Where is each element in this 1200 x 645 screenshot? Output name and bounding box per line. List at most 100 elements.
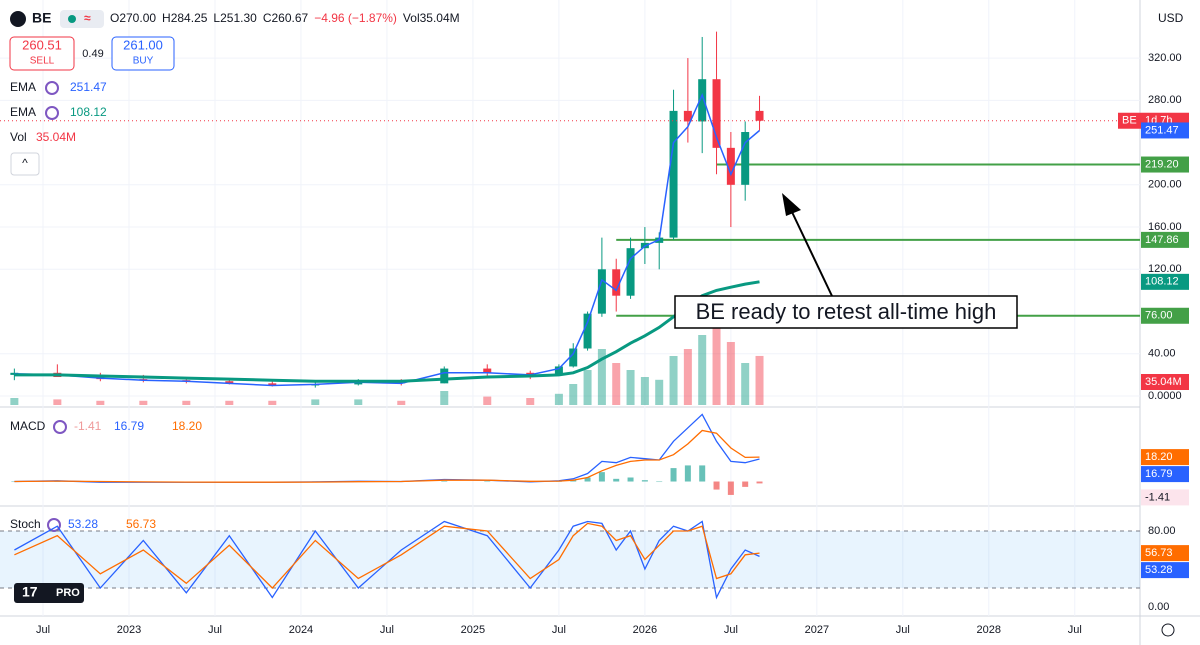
macd-histogram: [484, 481, 491, 483]
volume-bar: [10, 398, 19, 405]
candle-body: [526, 372, 535, 375]
macd-histogram: [699, 465, 706, 482]
x-tick-label: Jul: [1068, 624, 1082, 636]
level-tag-bg: [1141, 231, 1189, 248]
x-tick-label: Jul: [724, 624, 738, 636]
quote-item: −4.96 (−1.87%): [314, 11, 397, 25]
sell-price[interactable]: 260.51: [22, 37, 62, 52]
volume-bar: [311, 399, 320, 405]
symbol-icon: [10, 11, 26, 27]
volume-bar: [397, 400, 406, 405]
y-tick-label: 80.00: [1148, 525, 1176, 537]
ema-line: [14, 92, 760, 387]
symbol: BE: [32, 10, 51, 26]
annotation: BE ready to retest all-time high: [696, 299, 997, 324]
logo-text: PRO: [56, 587, 80, 599]
candle-body: [698, 79, 707, 122]
macd-histogram: [742, 481, 749, 487]
volume-bar: [741, 363, 750, 405]
macd-histogram: [670, 468, 677, 482]
stoch-line: [14, 522, 760, 589]
y-tick-label: 280.00: [1148, 94, 1182, 106]
candle-body: [712, 79, 721, 148]
volume-bar: [640, 377, 649, 405]
candle-body: [569, 348, 578, 367]
x-tick-label: Jul: [896, 624, 910, 636]
indicator-name: Stoch: [10, 517, 41, 531]
buy-label[interactable]: BUY: [133, 56, 154, 67]
status-icon: ≈: [84, 11, 91, 25]
macd-tag-bg: [1141, 449, 1189, 466]
last-tag-bg: [1118, 112, 1141, 129]
level-tag-bg: [1141, 156, 1189, 173]
legend-icon: [45, 81, 59, 95]
candle-body: [626, 248, 635, 296]
y-tick-label: 0.0000: [1148, 390, 1182, 402]
volume-bar: [268, 400, 277, 405]
candle-body: [440, 368, 449, 384]
volume-tag: 35.04M: [1145, 376, 1182, 388]
settings-icon[interactable]: [1161, 623, 1175, 637]
legend-value: 251.47: [70, 80, 107, 94]
collapse-button[interactable]: [10, 152, 40, 176]
candle-body: [10, 372, 19, 375]
legend-value: 53.28: [68, 517, 98, 531]
candle-body: [554, 366, 563, 375]
volume-tag-bg: [1141, 374, 1189, 390]
candle-body: [741, 132, 750, 185]
volume-bar: [440, 391, 449, 405]
status-badge: [60, 10, 104, 28]
macd-histogram: [627, 477, 634, 482]
candle-body: [225, 381, 234, 384]
x-tick-label: 2028: [977, 624, 1001, 636]
volume-bar: [597, 349, 606, 405]
volume-bar: [712, 321, 721, 405]
stoch-tag: 56.73: [1145, 547, 1173, 559]
buy-price[interactable]: 261.00: [123, 37, 163, 52]
volume-bar: [182, 400, 191, 405]
x-tick-label: Jul: [208, 624, 222, 636]
x-tick-label: 2024: [289, 624, 313, 636]
arrow-line: [791, 211, 833, 297]
level-tag: 76.00: [1145, 310, 1173, 322]
volume-bar: [612, 363, 621, 405]
x-tick-label: Jul: [36, 624, 50, 636]
buy-button[interactable]: [111, 36, 175, 71]
candle-body: [683, 110, 692, 122]
level-tag: 147.86: [1145, 234, 1179, 246]
volume-bar: [554, 393, 563, 405]
stoch-tag-bg: [1141, 562, 1189, 579]
macd-histogram: [441, 480, 448, 482]
logo-mark: 17: [22, 584, 38, 600]
x-tick-label: Jul: [380, 624, 394, 636]
y-tick-label: 160.00: [1148, 221, 1182, 233]
x-tick-label: 2026: [633, 624, 657, 636]
legend-name: EMA: [10, 105, 36, 119]
ema-tag-bg: [1141, 273, 1189, 290]
volume-bar: [354, 399, 363, 405]
currency[interactable]: USD: [1158, 11, 1184, 25]
quote-item: C260.67: [263, 11, 309, 25]
quote-item: L251.30: [213, 11, 257, 25]
macd-tag: 18.20: [1145, 451, 1173, 463]
level-tag-bg: [1141, 307, 1189, 324]
legend-icon: [45, 106, 59, 120]
macd-histogram: [684, 465, 691, 482]
y-tick-label: 320.00: [1148, 52, 1182, 64]
volume-bar: [755, 355, 764, 405]
macd-histogram: [641, 480, 648, 482]
histogram-tag-bg: [1141, 489, 1189, 506]
legend-icon: [47, 518, 61, 532]
legend-value: -1.41: [74, 419, 102, 433]
candle-body: [597, 269, 606, 314]
sell-label[interactable]: SELL: [30, 56, 55, 67]
collapse-icon[interactable]: ^: [22, 156, 28, 170]
y-tick-label: 40.00: [1148, 348, 1176, 360]
candle-body: [268, 383, 277, 386]
volume-bar: [569, 384, 578, 405]
x-tick-label: 2025: [461, 624, 485, 636]
sell-button[interactable]: [9, 36, 75, 71]
candle-body: [612, 269, 621, 296]
macd-line: [14, 429, 760, 483]
macd-histogram: [584, 477, 591, 482]
